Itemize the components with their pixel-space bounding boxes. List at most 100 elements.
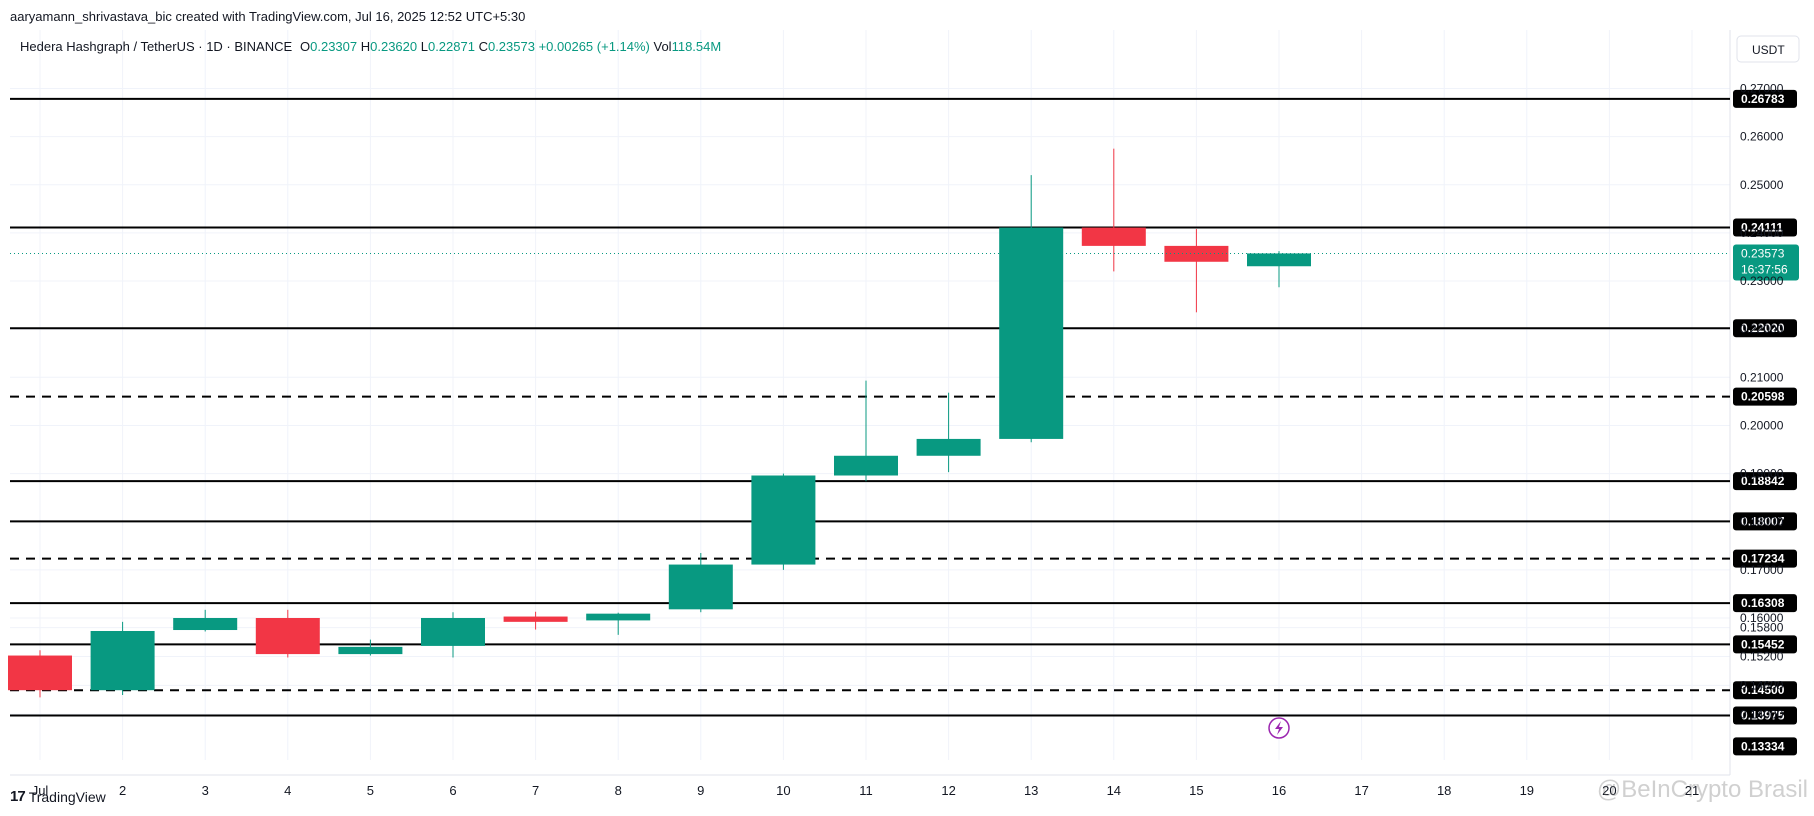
- level-price-tag[interactable]: [1733, 706, 1797, 725]
- price-tick-label: 0.17000: [1740, 563, 1784, 577]
- candle-body[interactable]: [173, 617, 238, 631]
- candle[interactable]: [1081, 148, 1146, 272]
- time-tick-label: 6: [449, 783, 456, 798]
- candle-body[interactable]: [338, 646, 403, 655]
- time-tick-label: 12: [941, 783, 955, 798]
- time-tick-label: 8: [615, 783, 622, 798]
- candle-body[interactable]: [916, 438, 981, 456]
- candle[interactable]: [586, 612, 651, 635]
- time-tick-label: 13: [1024, 783, 1038, 798]
- level-price-tag[interactable]: [1733, 549, 1797, 568]
- price-tick-label: 0.14600: [1740, 678, 1784, 692]
- candles[interactable]: [8, 148, 1311, 698]
- price-tick-label: 0.15200: [1740, 650, 1784, 664]
- tradingview-logo[interactable]: 17 TradingView: [10, 788, 106, 805]
- candle[interactable]: [668, 553, 733, 613]
- time-tick-label: 18: [1437, 783, 1451, 798]
- candle-body[interactable]: [8, 655, 72, 691]
- level-price-label: 0.18007: [1741, 514, 1785, 528]
- candle[interactable]: [8, 650, 72, 698]
- legend-ohlc-value: 0.22871: [428, 39, 479, 54]
- level-price-tag[interactable]: [1733, 319, 1797, 338]
- level-price-label: 0.16308: [1741, 596, 1785, 610]
- price-tick-label: 0.25000: [1740, 178, 1784, 192]
- candle-body[interactable]: [1164, 245, 1229, 262]
- candle[interactable]: [751, 473, 816, 570]
- candle-body[interactable]: [421, 617, 485, 646]
- time-tick-label: 5: [367, 783, 374, 798]
- current-price-line: 0.23573 16:37:56: [10, 244, 1799, 281]
- price-tick-label: 0.14000: [1740, 707, 1784, 721]
- legend-change: +0.00265 (+1.14%): [539, 39, 654, 54]
- horizontal-levels[interactable]: 0.26783 0.24111 0.22020 0.20598 0.18842 0.180…: [10, 89, 1797, 756]
- candle[interactable]: [1164, 229, 1229, 313]
- level-price-tag[interactable]: [1733, 737, 1797, 756]
- watermark: @BeInCrypto Brasil: [1597, 776, 1808, 804]
- lightning-icon[interactable]: [1268, 717, 1290, 739]
- current-price-label: 0.23573: [1741, 246, 1785, 260]
- currency-label: USDT: [1752, 43, 1785, 57]
- time-axis[interactable]: Jul 2 3 4 5 6 7 8 9 10 11 12 13 14 15 16 17 18 19 20 21: [32, 783, 1700, 798]
- time-tick-label: 17: [1354, 783, 1368, 798]
- level-price-tag[interactable]: [1733, 387, 1797, 406]
- candle[interactable]: [503, 611, 568, 630]
- candle[interactable]: [999, 175, 1064, 443]
- candle-body[interactable]: [999, 227, 1064, 439]
- price-axis[interactable]: 0.27000 0.26000 0.25000 0.24000 0.23000 0.220…: [1740, 81, 1784, 721]
- candle-body[interactable]: [90, 630, 155, 691]
- candle[interactable]: [338, 639, 403, 656]
- candle[interactable]: [173, 609, 238, 632]
- level-price-label: 0.13334: [1741, 739, 1785, 753]
- candle[interactable]: [421, 612, 485, 658]
- legend-ohlc-value: 0.23620: [370, 39, 421, 54]
- time-tick-label: 19: [1520, 783, 1534, 798]
- level-price-label: 0.20598: [1741, 390, 1785, 404]
- time-tick-label: 20: [1602, 783, 1616, 798]
- candle[interactable]: [90, 621, 155, 696]
- candle[interactable]: [834, 380, 898, 482]
- price-tick-label: 0.27000: [1740, 81, 1784, 95]
- candle[interactable]: [255, 609, 320, 658]
- price-tick-label: 0.24000: [1740, 226, 1784, 240]
- level-price-label: 0.17234: [1741, 552, 1785, 566]
- level-price-tag[interactable]: [1733, 89, 1797, 108]
- level-price-label: 0.26783: [1741, 92, 1785, 106]
- time-tick-label: 7: [532, 783, 539, 798]
- level-price-label: 0.24111: [1741, 221, 1783, 235]
- candle-body[interactable]: [751, 475, 816, 565]
- level-price-tag[interactable]: [1733, 635, 1797, 654]
- current-price-tag[interactable]: [1733, 244, 1799, 281]
- candle-body[interactable]: [1247, 253, 1311, 267]
- candle-body[interactable]: [1081, 227, 1146, 246]
- time-tick-label: 9: [697, 783, 704, 798]
- price-tick-label: 0.26000: [1740, 130, 1784, 144]
- level-price-label: 0.22020: [1741, 321, 1785, 335]
- candle-body[interactable]: [503, 616, 568, 622]
- candle-body[interactable]: [834, 455, 898, 476]
- chart-markers[interactable]: [1268, 717, 1290, 739]
- time-tick-label: 2: [119, 783, 126, 798]
- legend-ohlc-key: O: [300, 39, 310, 54]
- time-tick-label: 21: [1685, 783, 1699, 798]
- candle[interactable]: [1247, 251, 1311, 288]
- price-tick-label: 0.22000: [1740, 322, 1784, 336]
- candle[interactable]: [916, 392, 981, 473]
- legend-ohlc-value: 0.23573: [488, 39, 539, 54]
- time-tick-label: 3: [202, 783, 209, 798]
- level-price-tag[interactable]: [1733, 218, 1797, 237]
- price-tick-label: 0.15800: [1740, 621, 1784, 635]
- candle-body[interactable]: [586, 613, 651, 621]
- currency-button[interactable]: USDT: [1736, 35, 1800, 63]
- level-price-tag[interactable]: [1733, 512, 1797, 531]
- level-price-tag[interactable]: [1733, 681, 1797, 700]
- countdown-label: 16:37:56: [1741, 262, 1788, 276]
- time-tick-label: Jul: [32, 783, 49, 798]
- legend-ohlc-key: H: [361, 39, 370, 54]
- candle-body[interactable]: [255, 617, 320, 655]
- legend-vol-value: 118.54M: [672, 39, 722, 54]
- level-price-tag[interactable]: [1733, 594, 1797, 613]
- price-tick-label: 0.20000: [1740, 418, 1784, 432]
- candle-body[interactable]: [668, 564, 733, 610]
- level-price-tag[interactable]: [1733, 472, 1797, 491]
